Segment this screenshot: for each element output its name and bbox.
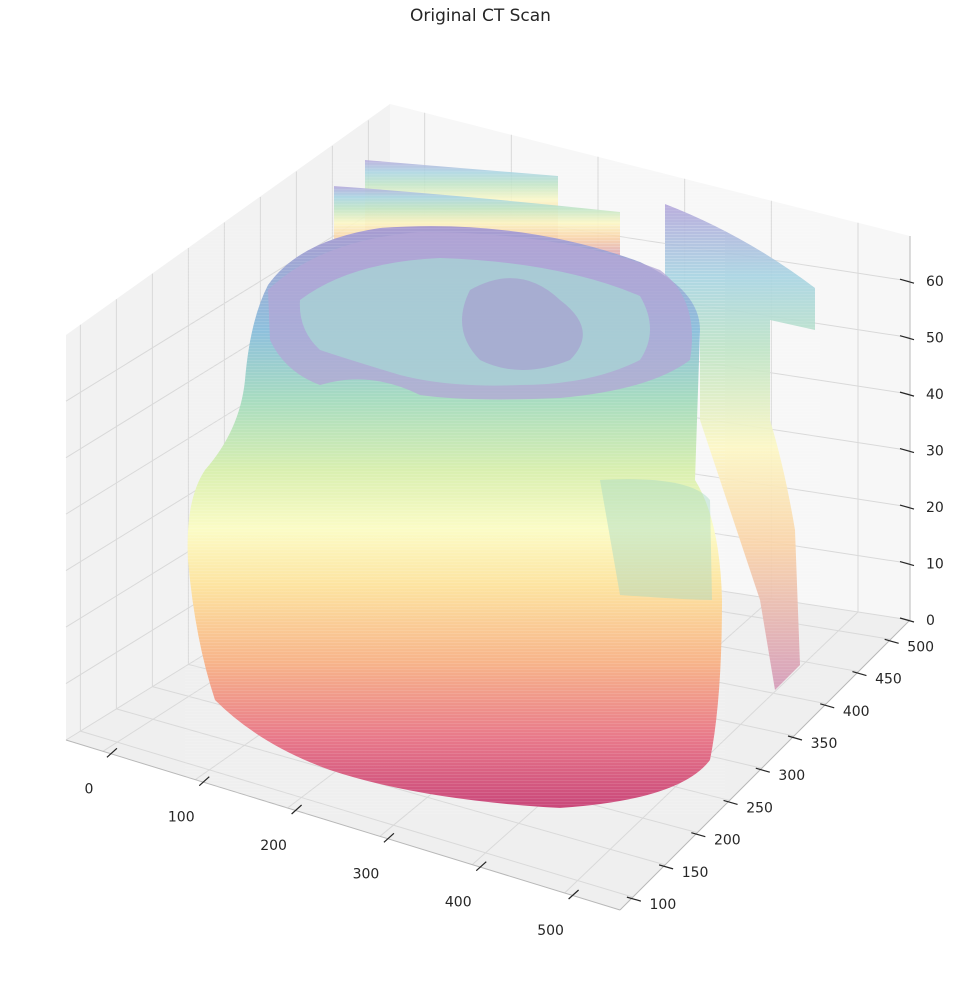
x-tick-label: 400	[445, 895, 472, 911]
y-tick-mark	[852, 670, 867, 677]
z-tick-mark	[899, 391, 915, 397]
z-tick-mark	[899, 448, 915, 454]
y-tick-label: 100	[650, 897, 677, 913]
y-tick-mark	[626, 896, 642, 902]
axis-ticks: 0100200300400500100150200250300350400450…	[84, 274, 943, 939]
y-tick-mark	[884, 638, 899, 644]
z-tick-mark	[899, 335, 915, 341]
y-tick-label: 200	[714, 833, 741, 849]
y-tick-mark	[658, 864, 674, 870]
x-tick-label: 500	[537, 923, 564, 939]
z-tick-label: 0	[926, 613, 935, 629]
z-tick-label: 40	[926, 387, 944, 403]
x-tick-label: 100	[168, 810, 195, 826]
chart-title: Original CT Scan	[410, 6, 551, 26]
y-tick-mark	[691, 832, 706, 838]
x-tick-mark	[198, 776, 210, 787]
z-tick-label: 10	[926, 557, 944, 573]
z-tick-label: 60	[926, 274, 944, 290]
x-tick-mark	[475, 861, 487, 872]
scan-body	[185, 225, 725, 815]
body-right-band	[600, 479, 712, 600]
body-top-detail	[462, 278, 583, 370]
y-tick-label: 300	[778, 768, 805, 784]
y-tick-mark	[723, 799, 738, 806]
x-tick-label: 300	[353, 866, 380, 882]
x-tick-mark	[106, 747, 118, 758]
y-tick-label: 500	[907, 639, 934, 655]
x-tick-mark	[568, 889, 580, 900]
x-tick-mark	[291, 804, 303, 815]
x-tick-label: 0	[84, 781, 93, 797]
y-tick-label: 150	[682, 865, 709, 881]
x-tick-label: 200	[260, 838, 287, 854]
y-tick-label: 350	[811, 736, 838, 752]
y-tick-mark	[820, 703, 835, 709]
y-tick-mark	[787, 735, 803, 741]
z-tick-mark	[899, 560, 915, 567]
x-tick-mark	[383, 832, 395, 843]
z-tick-mark	[899, 504, 915, 510]
z-tick-label: 30	[926, 444, 944, 460]
y-tick-label: 450	[875, 672, 902, 688]
y-tick-mark	[755, 767, 770, 773]
z-tick-label: 50	[926, 331, 944, 347]
axis-lines	[65, 236, 911, 911]
z-tick-label: 20	[926, 500, 944, 516]
z-tick-mark	[899, 617, 915, 623]
y-tick-label: 400	[843, 704, 870, 720]
y-tick-label: 250	[746, 800, 773, 816]
z-tick-mark	[899, 278, 915, 284]
